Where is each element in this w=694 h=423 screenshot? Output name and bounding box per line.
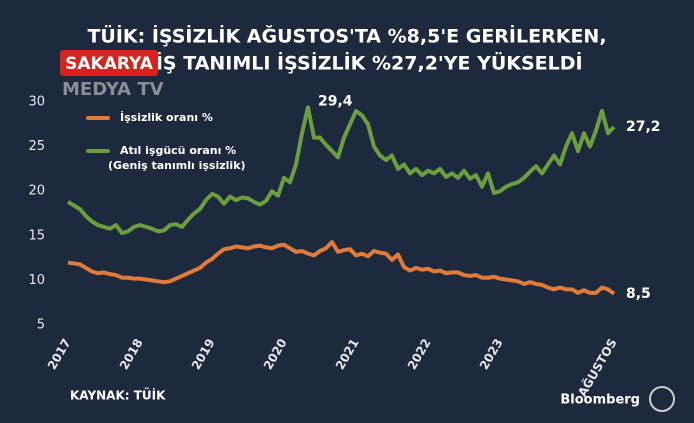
y-tick-label: 30	[28, 95, 45, 110]
series-line	[67, 240, 616, 296]
y-tick-label: 10	[28, 273, 45, 288]
y-tick-label: 15	[28, 228, 45, 243]
title-line: GENİŞ TANIMLI İŞSİZLİK %27,2'YE YÜKSELDİ	[111, 51, 582, 75]
logo-badge	[60, 50, 158, 76]
value-label: 27,2	[626, 119, 661, 135]
brand: Bloomberg	[560, 393, 640, 408]
title-line: TÜİK: İŞSİZLİK AĞUSTOS'TA %8,5'E GERİLER…	[87, 24, 606, 48]
logo-name: SAKARYA	[65, 54, 154, 74]
legend-sublabel: (Geniş tanımlı işsizlik)	[108, 159, 246, 172]
y-tick-label: 5	[37, 318, 45, 333]
logo-sub: MEDYA TV	[62, 79, 164, 100]
value-label: 8,5	[626, 286, 651, 302]
y-tick-label: 25	[28, 139, 45, 154]
value-label: 29,4	[318, 93, 353, 109]
series-line	[66, 105, 616, 236]
brand-emblem	[649, 386, 675, 412]
y-tick-label: 20	[28, 184, 45, 199]
legend-label: İşsizlik oranı %	[120, 110, 213, 124]
legend-label: Atıl işgücü oranı %	[120, 144, 236, 157]
source: KAYNAK: TÜİK	[70, 388, 166, 403]
